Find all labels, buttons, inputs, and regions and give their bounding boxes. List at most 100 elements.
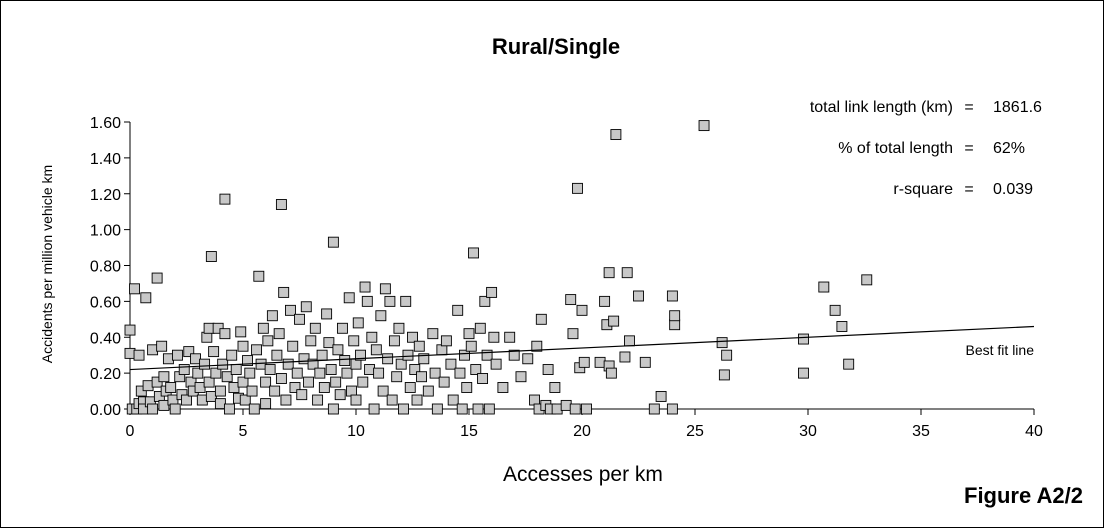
data-point — [576, 304, 588, 316]
data-point — [264, 364, 276, 375]
data-point — [242, 355, 253, 367]
data-point — [350, 394, 362, 406]
data-point — [569, 403, 581, 415]
data-point — [185, 376, 197, 388]
data-point — [377, 385, 389, 397]
data-point — [275, 199, 287, 210]
data-point — [436, 344, 448, 356]
data-point — [393, 322, 405, 334]
data-point — [285, 304, 296, 316]
data-point — [508, 349, 520, 361]
data-point — [599, 295, 611, 307]
data-point — [352, 317, 364, 329]
data-point — [239, 394, 251, 406]
data-point — [384, 295, 396, 307]
data-point — [203, 376, 215, 388]
data-point — [567, 328, 579, 340]
data-point — [608, 315, 620, 327]
data-point — [490, 358, 502, 370]
stats-panel: total link length (km) = 1861.6 % of tot… — [810, 99, 1042, 198]
data-point — [332, 344, 344, 356]
data-point — [565, 294, 577, 306]
data-point — [388, 335, 400, 347]
data-point — [716, 337, 728, 349]
data-point — [843, 358, 855, 370]
y-tick-label: 1.40 — [90, 151, 121, 168]
data-point — [162, 353, 174, 365]
data-point — [226, 349, 238, 361]
data-point — [373, 367, 385, 379]
stat-label-r-square: r-square — [893, 181, 953, 198]
data-point — [260, 398, 272, 410]
data-point — [330, 376, 342, 388]
data-point — [214, 398, 226, 410]
stat-label-link-length: total link length (km) — [810, 99, 953, 116]
data-point — [296, 389, 308, 401]
y-tick-label: 0.00 — [90, 402, 121, 419]
data-point — [321, 308, 333, 320]
data-point — [440, 335, 452, 347]
data-point — [366, 331, 378, 343]
stat-eq-r-square: = — [964, 181, 973, 198]
data-point — [429, 367, 441, 379]
data-point — [578, 356, 590, 368]
data-point — [431, 403, 443, 415]
figure-label: Figure A2/2 — [964, 483, 1083, 508]
data-point — [219, 193, 231, 205]
stat-value-link-length: 1861.6 — [993, 99, 1042, 116]
data-point — [400, 295, 412, 307]
data-point — [542, 364, 554, 375]
y-tick-label: 0.20 — [90, 366, 121, 383]
data-point — [669, 319, 681, 331]
data-points — [124, 120, 873, 415]
data-point — [327, 403, 339, 415]
data-point — [327, 236, 339, 248]
data-point — [228, 382, 240, 393]
best-fit-line — [129, 325, 1035, 371]
data-point — [452, 304, 464, 316]
data-point — [190, 353, 201, 365]
x-axis-label: Accesses per km — [503, 463, 663, 486]
data-point — [183, 346, 195, 358]
data-point — [560, 399, 572, 411]
data-point — [237, 340, 249, 352]
stat-value-percent: 62% — [993, 140, 1025, 157]
data-point — [300, 301, 312, 313]
data-point — [309, 322, 321, 334]
x-tick-label: 20 — [573, 423, 591, 440]
data-point — [605, 367, 617, 379]
data-point — [382, 353, 394, 365]
data-point — [470, 364, 482, 375]
data-point — [529, 394, 540, 406]
data-point — [474, 322, 486, 334]
data-point — [581, 403, 592, 415]
data-point — [255, 358, 267, 370]
data-point — [201, 331, 213, 343]
x-tick-label: 30 — [799, 423, 817, 440]
data-point — [307, 358, 319, 370]
data-point — [289, 382, 301, 393]
data-point — [314, 367, 326, 379]
y-tick-label: 1.60 — [90, 115, 121, 132]
data-point — [325, 364, 337, 375]
data-point — [504, 331, 516, 343]
data-point — [549, 382, 561, 393]
data-point — [318, 382, 330, 393]
data-point — [203, 322, 215, 334]
data-point — [219, 328, 231, 340]
data-point — [721, 349, 733, 361]
data-point — [350, 358, 362, 370]
data-point — [391, 371, 403, 383]
data-point — [481, 349, 493, 361]
data-point — [666, 290, 678, 302]
x-tick-label: 10 — [347, 423, 365, 440]
data-point — [196, 394, 208, 406]
data-point — [610, 129, 622, 141]
data-point — [379, 283, 391, 295]
data-point — [798, 367, 809, 379]
data-point — [339, 355, 351, 367]
data-point — [861, 274, 873, 286]
data-point — [165, 382, 177, 393]
